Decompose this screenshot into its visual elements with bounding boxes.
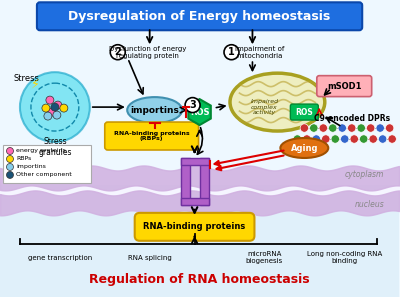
Text: energy proteins: energy proteins (16, 148, 66, 154)
Circle shape (369, 135, 377, 143)
Ellipse shape (230, 73, 325, 131)
Circle shape (388, 135, 396, 143)
Text: Dysregulation of Energy homeostasis: Dysregulation of Energy homeostasis (68, 10, 331, 23)
Circle shape (46, 96, 54, 104)
Text: Impairment of
mitochondria: Impairment of mitochondria (235, 46, 284, 59)
Circle shape (54, 101, 62, 109)
Text: RBPs: RBPs (16, 157, 31, 162)
Circle shape (44, 112, 52, 120)
Text: 2: 2 (114, 47, 121, 57)
Text: Impaired
complex
activity: Impaired complex activity (250, 99, 278, 116)
Bar (3, 145, 91, 183)
Circle shape (6, 148, 14, 154)
Circle shape (6, 156, 14, 162)
Circle shape (378, 135, 387, 143)
Text: Regulation of RNA homeostasis: Regulation of RNA homeostasis (89, 273, 310, 286)
Circle shape (312, 135, 320, 143)
FancyBboxPatch shape (317, 76, 372, 97)
Circle shape (348, 124, 356, 132)
Text: Aging: Aging (290, 143, 318, 152)
Text: 3: 3 (189, 100, 196, 110)
Text: Long non-coding RNA
binding: Long non-coding RNA binding (307, 251, 382, 264)
Circle shape (293, 135, 302, 143)
Text: mSOD1: mSOD1 (327, 82, 362, 91)
Circle shape (6, 163, 14, 170)
Text: RNA-binding proteins
(RBPs): RNA-binding proteins (RBPs) (114, 131, 190, 141)
Circle shape (60, 104, 68, 112)
Bar (181, 158, 190, 205)
Text: importins: importins (130, 106, 179, 115)
Circle shape (303, 135, 311, 143)
Circle shape (224, 45, 239, 60)
FancyBboxPatch shape (37, 2, 362, 30)
Circle shape (331, 135, 340, 143)
Circle shape (366, 124, 375, 132)
Circle shape (300, 124, 308, 132)
Bar (181, 198, 208, 205)
Text: ROS: ROS (296, 108, 313, 117)
Circle shape (6, 171, 14, 178)
Bar (200, 158, 208, 205)
Circle shape (53, 111, 61, 119)
Text: Dysfunction of energy
regulating protein: Dysfunction of energy regulating protein (109, 46, 186, 59)
Circle shape (319, 124, 328, 132)
Text: RNA splicing: RNA splicing (128, 255, 172, 261)
Text: RNA-binding proteins: RNA-binding proteins (144, 222, 246, 231)
Circle shape (338, 124, 346, 132)
Circle shape (310, 124, 318, 132)
FancyBboxPatch shape (105, 122, 198, 150)
Text: ROS: ROS (190, 108, 209, 117)
Text: nucleus: nucleus (354, 200, 384, 209)
Circle shape (386, 124, 394, 132)
Text: cytoplasm: cytoplasm (345, 170, 384, 179)
Text: importins: importins (16, 165, 46, 170)
Circle shape (42, 104, 50, 112)
Text: Stress
granules: Stress granules (38, 137, 72, 157)
Ellipse shape (127, 97, 182, 123)
Circle shape (48, 108, 56, 116)
FancyBboxPatch shape (290, 104, 318, 120)
Text: gene transcription: gene transcription (28, 255, 92, 261)
Text: microRNA
biogenesis: microRNA biogenesis (246, 251, 283, 264)
Bar (0, 185, 399, 297)
Circle shape (110, 45, 125, 60)
Circle shape (357, 124, 366, 132)
Text: 1: 1 (228, 47, 235, 57)
Circle shape (340, 135, 349, 143)
Text: Other component: Other component (16, 173, 72, 177)
Circle shape (185, 98, 200, 113)
Circle shape (376, 124, 384, 132)
Circle shape (360, 135, 368, 143)
Text: Stress: Stress (13, 74, 39, 83)
Circle shape (322, 135, 330, 143)
Circle shape (51, 103, 59, 111)
Circle shape (350, 135, 358, 143)
Circle shape (328, 124, 337, 132)
Text: C9-encoded DPRs: C9-encoded DPRs (314, 113, 390, 123)
Text: ⚡: ⚡ (30, 78, 39, 91)
FancyBboxPatch shape (135, 213, 254, 241)
Circle shape (20, 72, 90, 142)
Bar (181, 158, 208, 165)
Polygon shape (188, 99, 211, 125)
Ellipse shape (280, 138, 328, 158)
